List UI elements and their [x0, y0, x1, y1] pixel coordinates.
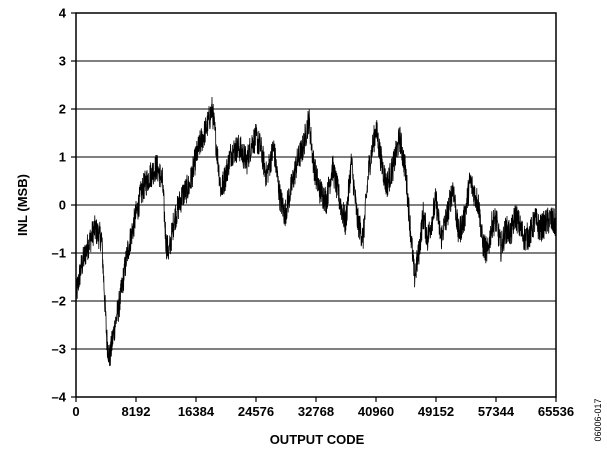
y-tick-label-7: 3 [59, 54, 66, 69]
y-tick-label-3: –1 [52, 246, 66, 261]
x-tick-label-3: 24576 [238, 404, 274, 419]
y-tick-label-4: 0 [59, 198, 66, 213]
x-tick-label-0: 0 [72, 404, 79, 419]
x-axis-title: OUTPUT CODE [270, 432, 365, 447]
x-tick-label-5: 40960 [358, 404, 394, 419]
x-tick-label-6: 49152 [418, 404, 454, 419]
x-axis-ticks: 0 8192 16384 24576 32768 40960 49152 57344 65536 [72, 397, 574, 419]
x-tick-label-4: 32768 [298, 404, 334, 419]
y-axis-ticks: –4 –3 –2 –1 0 1 2 3 4 [52, 6, 76, 405]
x-tick-label-2: 16384 [178, 404, 215, 419]
figure-id: 06006-017 [593, 398, 603, 441]
y-tick-label-5: 1 [59, 150, 66, 165]
grid-lines [76, 60, 556, 350]
y-tick-label-2: –2 [52, 294, 66, 309]
x-tick-label-7: 57344 [478, 404, 515, 419]
y-axis-title: INL (MSB) [15, 174, 30, 236]
y-tick-label-1: –3 [52, 342, 66, 357]
x-tick-label-1: 8192 [122, 404, 151, 419]
y-tick-label-8: 4 [59, 6, 67, 21]
x-tick-label-8: 65536 [538, 404, 574, 419]
y-tick-label-0: –4 [52, 390, 67, 405]
y-tick-label-6: 2 [59, 102, 66, 117]
inl-series-line [75, 96, 557, 367]
